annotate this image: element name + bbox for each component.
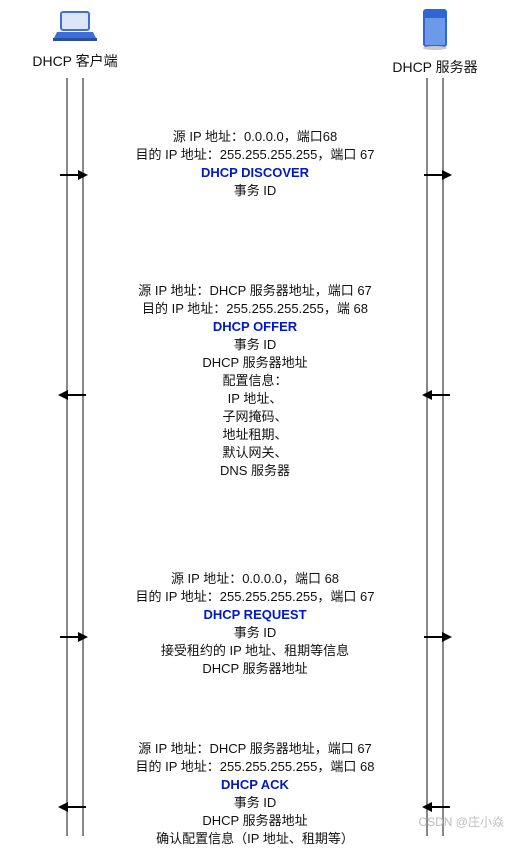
message-request-line-3: 接受租约的 IP 地址、租期等信息 (86, 642, 424, 660)
message-ack-line-3: DHCP 服务器地址 (86, 812, 424, 830)
message-request-line-2: 事务 ID (86, 624, 424, 642)
message-offer-title: DHCP OFFER (86, 318, 424, 336)
message-discover-dst: 目的 IP 地址：255.255.255.255，端口 67 (86, 146, 424, 164)
message-discover-title: DHCP DISCOVER (86, 164, 424, 182)
arrow-ack-right (424, 806, 450, 808)
message-request-dst: 目的 IP 地址：255.255.255.255，端口 67 (86, 588, 424, 606)
message-ack-title: DHCP ACK (86, 776, 424, 794)
message-request: 源 IP 地址：0.0.0.0，端口 68目的 IP 地址：255.255.25… (86, 570, 424, 678)
server-icon (418, 8, 452, 50)
arrow-request-right (424, 636, 450, 638)
arrow-ack-left (60, 806, 86, 808)
client-endpoint: DHCP 客户端 (20, 8, 130, 71)
message-offer-dst: 目的 IP 地址：255.255.255.255，端 68 (86, 300, 424, 318)
message-request-title: DHCP REQUEST (86, 606, 424, 624)
message-offer-line-8: 默认网关、 (86, 444, 424, 462)
message-ack-line-2: 事务 ID (86, 794, 424, 812)
message-request-src: 源 IP 地址：0.0.0.0，端口 68 (86, 570, 424, 588)
message-request-line-4: DHCP 服务器地址 (86, 660, 424, 678)
message-offer-line-4: 配置信息： (86, 372, 424, 390)
client-label: DHCP 客户端 (20, 51, 130, 71)
message-ack-src: 源 IP 地址：DHCP 服务器地址，端口 67 (86, 740, 424, 758)
message-offer-line-9: DNS 服务器 (86, 462, 424, 480)
message-offer-line-3: DHCP 服务器地址 (86, 354, 424, 372)
server-lifeline (426, 78, 444, 836)
arrow-offer-left (60, 394, 86, 396)
message-offer-line-2: 事务 ID (86, 336, 424, 354)
arrow-discover-left (60, 174, 86, 176)
laptop-icon (51, 8, 99, 44)
arrow-discover-right (424, 174, 450, 176)
client-lifeline (66, 78, 84, 836)
server-endpoint: DHCP 服务器 (380, 8, 490, 77)
message-offer-line-6: 子网掩码、 (86, 408, 424, 426)
watermark: CSDN @庄小焱 (418, 813, 504, 830)
message-ack: 源 IP 地址：DHCP 服务器地址，端口 67目的 IP 地址：255.255… (86, 740, 424, 848)
message-offer-line-5: IP 地址、 (86, 390, 424, 408)
message-discover: 源 IP 地址：0.0.0.0，端口68目的 IP 地址：255.255.255… (86, 128, 424, 200)
message-ack-dst: 目的 IP 地址：255.255.255.255，端口 68 (86, 758, 424, 776)
message-offer: 源 IP 地址：DHCP 服务器地址，端口 67目的 IP 地址：255.255… (86, 282, 424, 480)
message-offer-line-7: 地址租期、 (86, 426, 424, 444)
arrow-request-left (60, 636, 86, 638)
arrow-offer-right (424, 394, 450, 396)
message-discover-src: 源 IP 地址：0.0.0.0，端口68 (86, 128, 424, 146)
server-label: DHCP 服务器 (380, 57, 490, 77)
message-offer-src: 源 IP 地址：DHCP 服务器地址，端口 67 (86, 282, 424, 300)
message-discover-line-2: 事务 ID (86, 182, 424, 200)
message-ack-line-4: 确认配置信息（IP 地址、租期等） (86, 830, 424, 848)
